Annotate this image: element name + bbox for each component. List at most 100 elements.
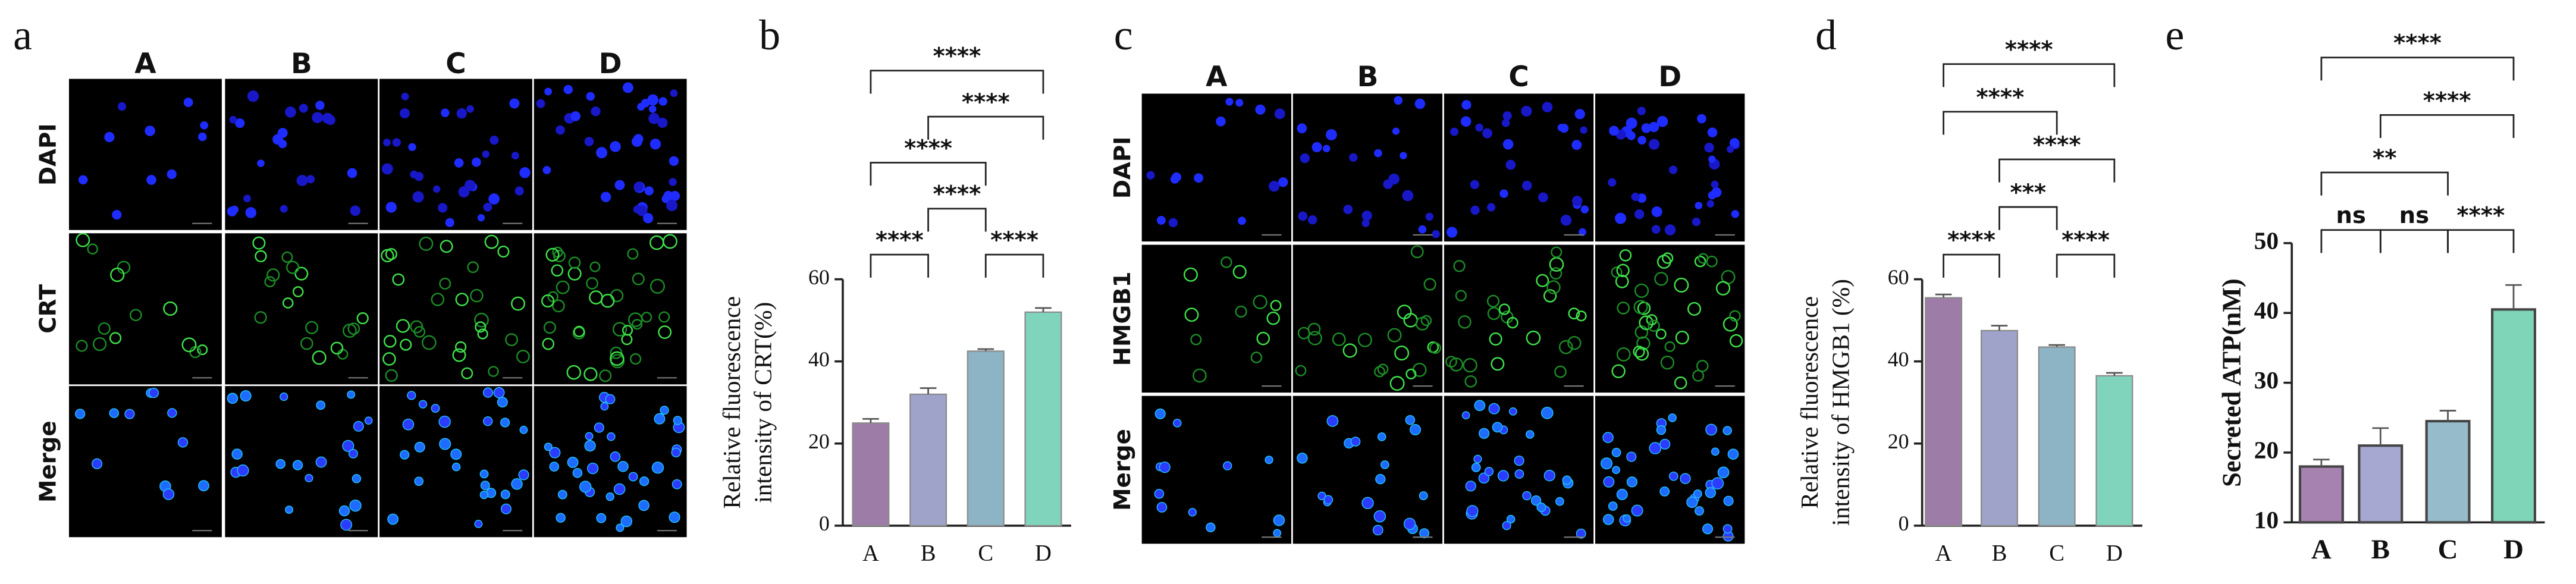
- cell: [648, 112, 660, 124]
- y-tick-label: 30: [2254, 366, 2279, 394]
- cell: [1722, 524, 1733, 534]
- bar: [1925, 297, 1963, 527]
- bar: [1981, 329, 2018, 527]
- cell: [1461, 411, 1470, 420]
- cell: [1602, 514, 1614, 525]
- cell: [1397, 304, 1412, 320]
- cell: [1297, 453, 1308, 464]
- cell: [556, 125, 565, 135]
- cell: [542, 338, 555, 350]
- cell: [563, 84, 573, 95]
- cell: [628, 472, 638, 482]
- significance-bracket: [870, 253, 929, 278]
- cell: [148, 388, 159, 398]
- cell: [1206, 522, 1216, 532]
- micrograph: [1141, 244, 1292, 393]
- cell: [671, 447, 681, 457]
- error-bar: [2372, 427, 2389, 446]
- cell: [1488, 403, 1500, 415]
- cell: [1603, 476, 1615, 488]
- cell: [541, 294, 555, 308]
- column-label: C: [1508, 61, 1529, 93]
- cell: [1449, 357, 1464, 372]
- significance-label: ****: [876, 227, 924, 254]
- cell: [104, 131, 115, 143]
- cell: [396, 319, 410, 333]
- cell: [1695, 202, 1703, 209]
- cell: [477, 328, 488, 340]
- cell: [438, 203, 448, 213]
- row-label: Merge: [34, 420, 61, 503]
- cell: [586, 277, 598, 290]
- cell: [1711, 180, 1719, 189]
- cell: [1450, 127, 1459, 136]
- x-tick-label: A: [2311, 534, 2332, 565]
- cell: [479, 490, 488, 500]
- panel-label: b: [759, 11, 780, 59]
- cell: [400, 338, 412, 351]
- column-label: D: [599, 48, 622, 80]
- cell: [542, 166, 551, 174]
- cell: [1698, 253, 1709, 264]
- cell: [607, 432, 616, 441]
- cell: [616, 523, 625, 532]
- y-axis-title: Relative fluorescence: [1796, 296, 1823, 509]
- cell: [408, 143, 416, 151]
- cell: [583, 367, 598, 381]
- cell: [1507, 316, 1518, 329]
- cell: [1674, 277, 1689, 293]
- cell: [235, 118, 245, 128]
- panel-label: a: [13, 11, 32, 59]
- cell: [1538, 192, 1548, 203]
- cell: [1492, 422, 1503, 433]
- y-tick-label: 0: [819, 511, 830, 535]
- cell: [402, 419, 415, 431]
- cell: [544, 87, 553, 96]
- cell: [1235, 305, 1247, 318]
- cell: [347, 322, 360, 335]
- cell: [1475, 123, 1483, 132]
- cell: [1602, 432, 1614, 444]
- cell: [1656, 425, 1667, 435]
- cell: [1506, 514, 1516, 524]
- cell: [1473, 454, 1482, 463]
- cell: [669, 178, 677, 186]
- y-axis-title: Secreted ATP(nM): [2217, 278, 2246, 487]
- cell: [1659, 486, 1670, 497]
- cell: [1216, 116, 1226, 127]
- cell: [627, 312, 643, 328]
- cell: [497, 245, 510, 258]
- cell: [1419, 528, 1430, 539]
- cell: [1715, 281, 1731, 296]
- cell: [1692, 369, 1705, 382]
- cell: [1571, 140, 1582, 150]
- cell: [1626, 476, 1638, 488]
- cell: [272, 134, 284, 145]
- cell: [1323, 495, 1334, 505]
- cell: [1425, 212, 1434, 221]
- cell: [1574, 109, 1585, 120]
- cell: [669, 156, 679, 166]
- cell: [1649, 121, 1659, 133]
- cell: [1576, 310, 1587, 322]
- cell: [599, 369, 612, 382]
- cell: [516, 350, 530, 363]
- cell: [400, 450, 410, 460]
- cell: [92, 458, 103, 469]
- cell: [78, 175, 88, 185]
- cell: [1729, 334, 1743, 348]
- y-tick-label: 60: [808, 265, 830, 289]
- cell: [1250, 351, 1263, 363]
- micrograph: [225, 233, 378, 385]
- cell: [658, 97, 667, 106]
- row-label: Merge: [1109, 429, 1136, 511]
- micrograph: [69, 79, 222, 230]
- cell: [1377, 363, 1389, 375]
- cell: [1361, 211, 1372, 221]
- cell: [467, 261, 479, 274]
- cell: [1558, 340, 1573, 354]
- cell: [511, 478, 523, 490]
- cell: [557, 489, 567, 500]
- cell: [1423, 278, 1436, 291]
- cell: [167, 169, 177, 180]
